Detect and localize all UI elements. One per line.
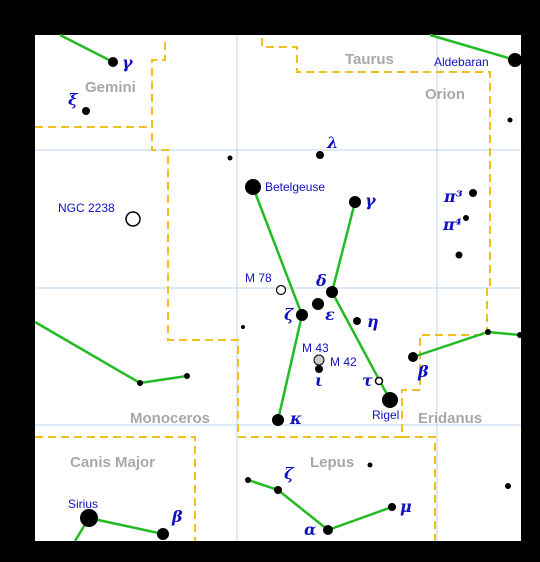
star-label: β [417,362,429,381]
star-label: τ [362,371,373,390]
star-label: β [171,507,183,526]
star-label: γ [122,53,134,72]
star-label: M 78 [245,271,272,285]
star-label: ε [325,305,335,324]
star-label: μ [400,497,412,516]
star-labels: Aldebaran γ ξ λ Betelgeuse γ NGC 2238 π³… [58,53,489,539]
star-label: ζ [284,305,295,324]
constellation-name: Gemini [85,79,136,96]
constellation-name: Eridanus [418,410,482,427]
grid [35,35,521,541]
star-label: ζ [284,464,295,483]
star-label: γ [365,191,377,210]
star-label: ξ [68,90,79,109]
star-label: Sirius [68,497,98,511]
star-label: M 43 [302,341,329,355]
constellation-name: Orion [425,86,465,103]
constellation-name: Taurus [345,51,394,68]
star-label: π³ [443,187,463,206]
star-label: η [367,312,379,331]
constellation-name: Canis Major [70,454,155,471]
star-label: NGC 2238 [58,201,115,215]
constellation-names: Taurus Gemini Orion Monoceros Eridanus C… [70,51,482,471]
star-label: Aldebaran [434,55,489,69]
star-label: ι [315,371,323,390]
boundaries [35,38,491,541]
star-label: κ [289,409,302,428]
constellation-name: Monoceros [130,410,210,427]
star-label: λ [326,133,338,152]
star-label: π⁴ [442,215,462,234]
constellation-name: Lepus [310,454,354,471]
stars [80,53,523,540]
star-label: α [304,520,316,539]
star-label: M 42 [330,355,357,369]
star-label: Betelgeuse [265,180,325,194]
figures [34,33,521,542]
star-label: δ [315,271,327,290]
star-label: Rigel [372,408,399,422]
